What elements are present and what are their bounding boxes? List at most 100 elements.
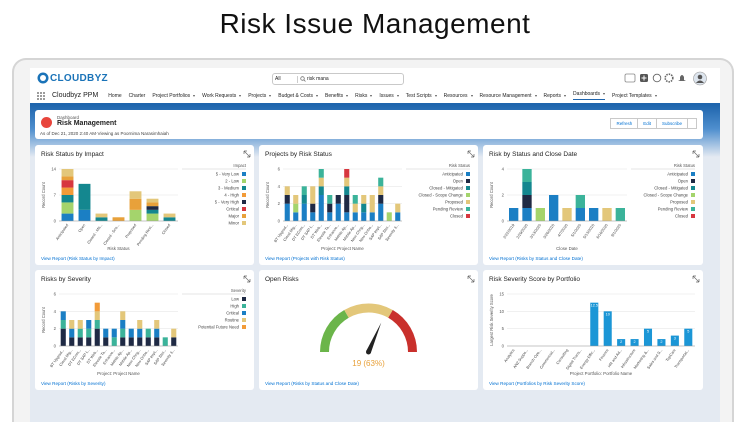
legend-label[interactable]: High — [230, 304, 239, 309]
legend-label[interactable]: Major — [229, 214, 240, 219]
x-tick-label: Analytics — [504, 348, 516, 363]
expand-icon[interactable] — [692, 275, 700, 283]
legend-label[interactable]: Routine — [225, 318, 240, 323]
legend-label[interactable]: Open — [453, 179, 464, 184]
header-icons[interactable] — [624, 71, 716, 86]
nav-item[interactable]: Budget & Costs — [278, 93, 318, 99]
legend-label[interactable]: Closed — [675, 214, 689, 219]
legend-label[interactable]: Potential Future Need — [198, 325, 239, 330]
nav-item[interactable]: Dashboards — [573, 91, 606, 100]
button[interactable]: Subscribe — [655, 118, 688, 129]
nav-item[interactable]: Project Templates — [612, 93, 657, 99]
legend-label[interactable]: Anticipated — [442, 172, 463, 177]
bar-segment — [575, 195, 585, 208]
legend-label[interactable]: Minor — [229, 221, 240, 226]
legend-label[interactable]: 5 - Very Low — [216, 172, 240, 177]
app-launcher[interactable] — [36, 91, 46, 101]
legend-label[interactable]: Pending Review — [658, 207, 689, 212]
legend-swatch — [466, 207, 470, 211]
nav-item[interactable]: Work Requests — [202, 93, 241, 99]
expand-icon[interactable] — [467, 275, 475, 283]
legend-label[interactable]: 4 - High — [224, 193, 239, 198]
dashboard-label: Dashboard — [57, 115, 80, 120]
report-link[interactable]: View Report (Risks by Status and Close D… — [265, 381, 359, 386]
button-menu[interactable] — [687, 118, 697, 129]
y-tick-label: 15 — [499, 292, 504, 297]
legend-label[interactable]: Proposed — [670, 200, 689, 205]
legend-swatch — [242, 221, 246, 225]
legend-label[interactable]: Proposed — [445, 200, 464, 205]
bar-segment — [137, 337, 143, 346]
legend-label[interactable]: Closed - Scope Change — [419, 193, 464, 198]
bar-segment — [61, 180, 74, 188]
top-bar: CLOUDBYZ All risk mana — [30, 68, 720, 88]
expand-icon[interactable] — [467, 150, 475, 158]
nav-item[interactable]: Issues — [379, 93, 398, 99]
x-tick-label: Anticipated — [55, 223, 69, 241]
legend-label[interactable]: 5 - Very High — [215, 200, 240, 205]
legend-swatch — [242, 193, 246, 197]
legend-label[interactable]: Critical — [226, 207, 239, 212]
legend-label[interactable]: Closed - Scope Change — [644, 193, 689, 198]
legend-label[interactable]: Closed — [450, 214, 464, 219]
report-link[interactable]: View Report (Risks by Status and Close D… — [489, 256, 583, 261]
search-text[interactable]: risk mana — [307, 75, 329, 82]
nav-item[interactable]: Benefits — [325, 93, 348, 99]
report-link[interactable]: View Report (Portfolios by Risk Severity… — [489, 381, 585, 386]
bar-segment — [86, 337, 92, 346]
nav-item[interactable]: Test Scripts — [406, 93, 437, 99]
report-link[interactable]: View Report (Risk Status by Impact) — [41, 256, 115, 261]
legend-label[interactable]: Critical — [226, 311, 239, 316]
legend-label[interactable]: 3 - Medium — [218, 186, 239, 191]
legend-swatch — [242, 186, 246, 190]
nav-item[interactable]: Resources — [444, 93, 473, 99]
x-tick-label: Closed - Sco... — [103, 223, 121, 246]
bar-segment — [154, 320, 160, 329]
search-scope[interactable]: All — [275, 75, 298, 83]
nav-item[interactable]: Reports — [544, 93, 567, 99]
nav-item[interactable]: Projects — [248, 93, 271, 99]
report-link[interactable]: View Report (Projects with Risk Status) — [265, 256, 345, 261]
nav-item[interactable]: Home — [108, 92, 122, 99]
legend-label[interactable]: Closed - Mitigated — [429, 186, 463, 191]
bar-segment — [69, 337, 75, 346]
legend-label[interactable]: Open — [678, 179, 689, 184]
legend-label[interactable]: Low — [231, 297, 240, 302]
nav-item[interactable]: Project Portfolios — [152, 93, 195, 99]
panel: Risk Status by Impact View Report (Risk S… — [35, 145, 254, 265]
nav-item[interactable]: Resource Management — [480, 93, 537, 99]
legend-label[interactable]: Anticipated — [667, 172, 688, 177]
gauge-band — [344, 303, 393, 318]
legend-label[interactable]: Closed - Mitigated — [654, 186, 688, 191]
x-tick-label: TopCare — [665, 348, 677, 362]
legend-label[interactable]: Pending Review — [433, 207, 464, 212]
nav-item[interactable]: Risks — [355, 93, 372, 99]
expand-icon[interactable] — [692, 150, 700, 158]
x-tick-label: Closed — [161, 223, 171, 235]
bar-segment — [137, 328, 143, 338]
bar-segment — [301, 203, 307, 221]
expand-icon[interactable] — [243, 150, 251, 158]
legend-swatch — [466, 214, 470, 218]
y-tick-label: 4 — [502, 167, 505, 172]
bar-segment — [369, 212, 375, 221]
nav-item[interactable]: Charter — [128, 92, 146, 99]
legend-label[interactable]: 2 - Low — [225, 179, 240, 184]
screen: CLOUDBYZ All risk mana Cloudbyz PPM Home… — [30, 68, 720, 422]
bar-segment — [522, 169, 532, 182]
bar-segment — [589, 208, 599, 221]
bar-segment — [386, 212, 392, 221]
bar-segment — [344, 186, 350, 195]
search-box[interactable]: All risk mana — [272, 73, 404, 85]
button[interactable]: Refresh — [610, 118, 639, 129]
expand-icon[interactable] — [243, 275, 251, 283]
button[interactable]: Edit — [637, 118, 657, 129]
search-icon — [300, 76, 306, 82]
x-axis-label: Risk Status — [107, 246, 130, 251]
bar-segment — [120, 320, 126, 329]
y-tick-label: 0 — [54, 344, 57, 349]
bar-segment — [146, 202, 159, 207]
report-link[interactable]: View Report (Risks by Severity) — [41, 381, 106, 386]
bar-segment — [395, 212, 401, 221]
